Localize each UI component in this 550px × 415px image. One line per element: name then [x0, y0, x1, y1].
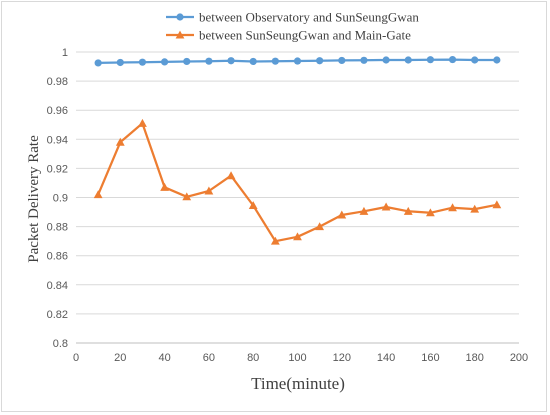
data-point — [204, 186, 214, 195]
y-axis-title: Packet Delivery Rate — [26, 135, 42, 263]
data-point — [138, 118, 147, 127]
legend-item: between Observatory and SunSeungGwan — [166, 10, 419, 25]
data-point — [116, 58, 124, 67]
legend: between Observatory and SunSeungGwan betw… — [166, 10, 419, 43]
x-tick-label: 180 — [466, 352, 484, 364]
data-point — [338, 56, 346, 65]
data-point — [470, 204, 480, 213]
data-point — [270, 236, 280, 245]
data-point — [337, 210, 347, 219]
data-point — [315, 222, 325, 231]
x-tick-label: 140 — [377, 352, 395, 364]
gridlines — [76, 51, 519, 315]
legend-label: between Observatory and SunSeungGwan — [199, 10, 419, 25]
y-tick-label: 0.8 — [53, 338, 68, 350]
x-tick-label: 0 — [73, 352, 79, 364]
x-tick-label: 120 — [333, 352, 351, 364]
data-point — [471, 56, 479, 64]
data-point — [359, 206, 369, 215]
series-1 — [94, 55, 501, 67]
data-point — [382, 56, 390, 64]
data-point — [403, 206, 413, 215]
data-point — [448, 203, 457, 212]
data-point — [183, 57, 191, 66]
data-point — [115, 137, 125, 146]
x-tick-label: 20 — [114, 352, 126, 364]
data-point — [426, 208, 435, 217]
data-point — [227, 57, 235, 65]
data-point — [492, 200, 502, 209]
data-point — [404, 56, 412, 64]
data-point — [381, 202, 391, 211]
data-point — [293, 57, 302, 65]
y-tick-label: 0.98 — [47, 76, 68, 88]
y-tick-label: 0.96 — [47, 105, 68, 117]
y-tick-label: 0.9 — [53, 193, 68, 205]
data-point — [138, 58, 147, 66]
x-tick-labels: 0 20 40 60 80 100 120 140 160 180 200 — [73, 352, 528, 364]
data-point — [161, 58, 169, 66]
y-tick-label: 1 — [62, 47, 68, 59]
x-tick-label: 80 — [247, 352, 259, 364]
series-2 — [93, 118, 502, 245]
x-tick-label: 200 — [510, 352, 528, 364]
data-point — [205, 57, 213, 65]
legend-label: between SunSeungGwan and Main-Gate — [199, 28, 411, 43]
y-tick-label: 0.84 — [47, 280, 68, 292]
x-tick-label: 40 — [158, 352, 170, 364]
data-point — [316, 57, 324, 65]
y-tick-label: 0.82 — [47, 309, 68, 321]
data-point — [160, 182, 169, 191]
data-point — [448, 55, 457, 64]
x-tick-label: 160 — [421, 352, 439, 364]
data-point — [249, 57, 257, 66]
data-point — [93, 190, 103, 199]
data-point — [248, 201, 258, 210]
data-point — [226, 171, 236, 180]
y-tick-label: 0.92 — [47, 163, 68, 175]
y-tick-label: 0.94 — [47, 134, 68, 146]
legend-item: between SunSeungGwan and Main-Gate — [166, 28, 411, 43]
legend-marker — [176, 13, 184, 21]
data-point — [493, 56, 501, 64]
data-point — [360, 56, 368, 64]
data-point — [182, 192, 192, 201]
x-tick-label: 60 — [203, 352, 215, 364]
legend-marker — [175, 30, 185, 39]
y-tick-labels: 0.8 0.82 0.84 0.86 0.88 0.9 0.92 0.94 0.96 0.98 1 — [47, 47, 68, 350]
data-point — [426, 56, 434, 64]
x-tick-label: 100 — [288, 352, 306, 364]
data-point — [94, 59, 102, 67]
data-point — [271, 57, 279, 65]
x-axis-title: Time(minute) — [251, 374, 345, 393]
y-tick-label: 0.88 — [47, 222, 68, 234]
y-tick-label: 0.86 — [47, 251, 68, 263]
series-group — [93, 55, 502, 245]
series-line — [97, 122, 498, 243]
data-point — [293, 232, 302, 241]
